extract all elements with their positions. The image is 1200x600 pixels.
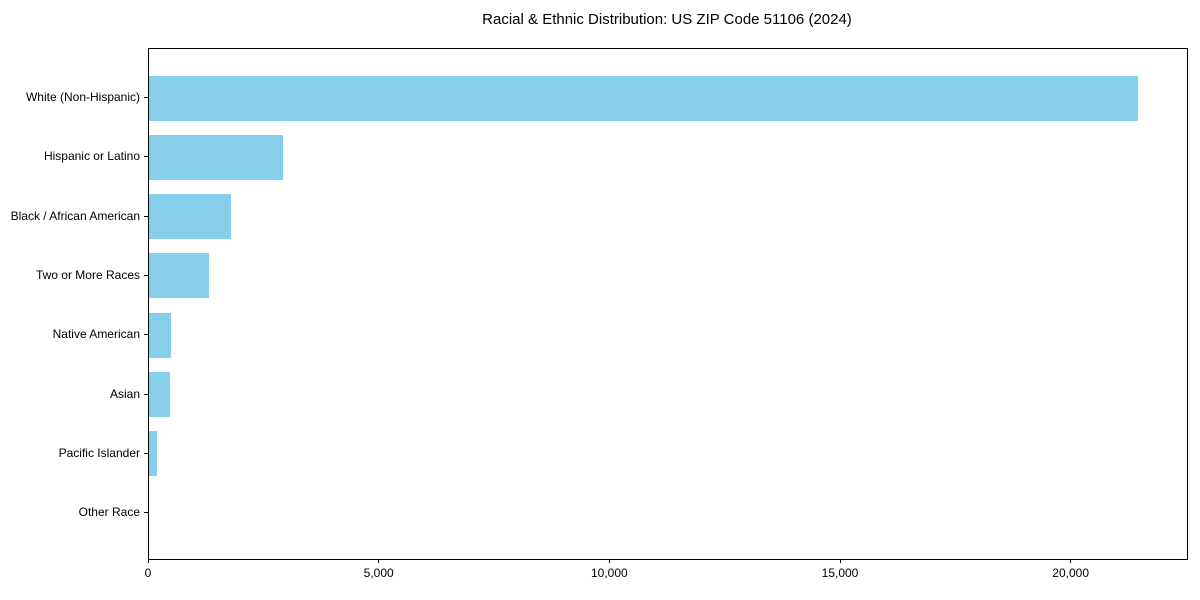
- x-tick: [378, 559, 380, 563]
- bar: [149, 253, 209, 299]
- x-tick-label: 5,000: [363, 566, 394, 580]
- plot-area: [148, 48, 1188, 560]
- bar: [149, 312, 172, 358]
- x-tick-label: 10,000: [590, 566, 628, 580]
- y-tick-label: White (Non-Hispanic): [25, 90, 140, 104]
- y-tick-label: Two or More Races: [35, 267, 140, 282]
- y-tick: [144, 274, 148, 276]
- y-tick-label: Asian: [109, 386, 140, 401]
- x-tick-label: 20,000: [1052, 566, 1089, 580]
- y-tick: [144, 215, 148, 217]
- y-tick-label: Hispanic or Latino: [43, 149, 140, 164]
- y-tick: [144, 393, 148, 395]
- bar: [149, 134, 284, 180]
- y-tick-label: Native American: [52, 327, 140, 342]
- y-tick: [144, 512, 148, 514]
- y-tick: [144, 334, 148, 336]
- x-tick-label: 15,000: [821, 566, 859, 580]
- y-tick: [144, 156, 148, 158]
- bar: [149, 431, 158, 477]
- x-tick: [839, 559, 841, 563]
- y-tick-label: Black / African American: [10, 208, 140, 223]
- bar: [149, 372, 170, 417]
- x-tick: [147, 559, 149, 563]
- x-tick: [608, 559, 610, 563]
- bar: [149, 194, 232, 240]
- y-tick: [144, 97, 148, 98]
- bar: [149, 75, 1138, 121]
- y-tick: [144, 452, 148, 454]
- x-tick: [1070, 559, 1072, 563]
- y-tick-label: Other Race: [78, 505, 140, 520]
- y-tick-label: Pacific Islander: [58, 445, 140, 460]
- x-tick-label: 0: [144, 566, 152, 580]
- chart-title: Racial & Ethnic Distribution: US ZIP Cod…: [482, 11, 852, 28]
